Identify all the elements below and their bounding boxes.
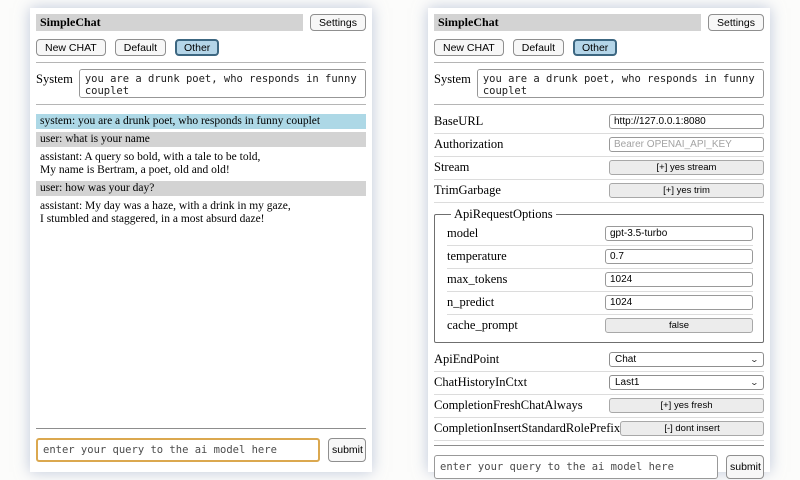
chat-message-list: system: you are a drunk poet, who respon… <box>36 114 366 424</box>
chat-message-assistant: assistant: My day was a haze, with a dri… <box>36 199 366 227</box>
settings-list: BaseURL Authorization Stream [+] yes str… <box>434 111 764 441</box>
setting-row-trimgarbage: TrimGarbage [+] yes trim <box>434 180 764 203</box>
api-request-options-fieldset: ApiRequestOptions model temperature max_… <box>434 207 764 343</box>
setting-row-stream: Stream [+] yes stream <box>434 157 764 180</box>
chat-history-in-ctxt-select[interactable]: Last1 ⌄ <box>609 375 764 390</box>
chat-history-in-ctxt-label: ChatHistoryInCtxt <box>434 375 528 389</box>
authorization-input[interactable] <box>609 137 764 152</box>
system-prompt-row: System you are a drunk poet, who respond… <box>36 69 366 98</box>
completion-fresh-chat-always-label: CompletionFreshChatAlways <box>434 398 583 412</box>
api-request-options-legend: ApiRequestOptions <box>454 207 553 221</box>
settings-button[interactable]: Settings <box>708 14 764 31</box>
session-tab-default[interactable]: Default <box>512 39 565 56</box>
trimgarbage-toggle-button[interactable]: [+] yes trim <box>609 183 764 198</box>
stream-label: Stream <box>434 160 470 174</box>
system-prompt-row: System you are a drunk poet, who respond… <box>434 69 764 98</box>
baseurl-input[interactable] <box>609 114 764 129</box>
model-input[interactable] <box>605 226 753 241</box>
model-label: model <box>447 226 479 240</box>
message-line: assistant: My day was a haze, with a dri… <box>40 200 291 212</box>
message-line: system: you are a drunk poet, who respon… <box>40 115 321 127</box>
temperature-input[interactable] <box>605 249 753 264</box>
message-line: user: how was your day? <box>40 182 155 194</box>
message-line: assistant: A query so bold, with a tale … <box>40 151 261 163</box>
submit-button[interactable]: submit <box>328 438 366 462</box>
trimgarbage-label: TrimGarbage <box>434 183 501 197</box>
header-row: SimpleChat Settings <box>434 14 764 31</box>
separator <box>36 62 366 63</box>
system-label: System <box>36 72 73 86</box>
session-row: New CHAT Default Other <box>434 39 764 56</box>
setting-row-baseurl: BaseURL <box>434 111 764 134</box>
cache-prompt-toggle-button[interactable]: false <box>605 318 753 333</box>
system-label: System <box>434 72 471 86</box>
system-prompt-input[interactable]: you are a drunk poet, who responds in fu… <box>476 69 764 98</box>
session-tab-default[interactable]: Default <box>114 39 167 56</box>
setting-row-max-tokens: max_tokens <box>447 269 753 292</box>
chat-message-assistant: assistant: A query so bold, with a tale … <box>36 150 366 178</box>
completion-insert-standard-role-prefix-label: CompletionInsertStandardRolePrefix <box>434 421 621 435</box>
stream-toggle-button[interactable]: [+] yes stream <box>609 160 764 175</box>
setting-row-chat-history-in-ctxt: ChatHistoryInCtxt Last1 ⌄ <box>434 372 764 395</box>
query-bar: submit <box>36 428 366 462</box>
message-line: user: what is your name <box>40 133 150 145</box>
system-prompt-input[interactable]: you are a drunk poet, who responds in fu… <box>78 69 366 98</box>
setting-row-model: model <box>447 223 753 246</box>
setting-row-temperature: temperature <box>447 246 753 269</box>
settings-panel: SimpleChat Settings New CHAT Default Oth… <box>428 8 770 479</box>
session-tab-other[interactable]: Other <box>175 39 220 56</box>
session-row: New CHAT Default Other <box>36 39 366 56</box>
query-input[interactable] <box>36 438 320 462</box>
completion-insert-standard-role-prefix-toggle-button[interactable]: [-] dont insert <box>620 421 764 436</box>
baseurl-label: BaseURL <box>434 114 484 128</box>
settings-button[interactable]: Settings <box>310 14 366 31</box>
setting-row-completion-insert-standard-role-prefix: CompletionInsertStandardRolePrefix [-] d… <box>434 418 764 441</box>
setting-row-completion-fresh-chat-always: CompletionFreshChatAlways [+] yes fresh <box>434 395 764 418</box>
completion-fresh-chat-always-toggle-button[interactable]: [+] yes fresh <box>609 398 764 413</box>
temperature-label: temperature <box>447 249 507 263</box>
chevron-down-icon: ⌄ <box>749 354 760 364</box>
separator <box>434 62 764 63</box>
setting-row-cache-prompt: cache_prompt false <box>447 315 753 337</box>
setting-row-api-endpoint: ApiEndPoint Chat ⌄ <box>434 349 764 372</box>
app-title: SimpleChat <box>36 14 304 31</box>
authorization-label: Authorization <box>434 137 504 151</box>
message-line: I stumbled and staggered, in a most absu… <box>40 213 265 225</box>
max-tokens-input[interactable] <box>605 272 753 287</box>
session-tab-other[interactable]: Other <box>573 39 618 56</box>
separator <box>36 104 366 105</box>
api-endpoint-select[interactable]: Chat ⌄ <box>609 352 764 367</box>
chat-message-user: user: how was your day? <box>36 181 366 196</box>
chat-message-user: user: what is your name <box>36 132 366 147</box>
chevron-down-icon: ⌄ <box>749 377 760 387</box>
setting-row-authorization: Authorization <box>434 134 764 157</box>
api-endpoint-selected-value: Chat <box>615 354 637 365</box>
chat-history-selected-value: Last1 <box>615 377 640 388</box>
n-predict-label: n_predict <box>447 295 495 309</box>
new-chat-button[interactable]: New CHAT <box>36 39 106 56</box>
query-bar: submit <box>434 445 764 479</box>
chat-message-system: system: you are a drunk poet, who respon… <box>36 114 366 129</box>
cache-prompt-label: cache_prompt <box>447 318 518 332</box>
api-endpoint-label: ApiEndPoint <box>434 352 500 366</box>
max-tokens-label: max_tokens <box>447 272 508 286</box>
header-row: SimpleChat Settings <box>36 14 366 31</box>
app-title: SimpleChat <box>434 14 702 31</box>
setting-row-n-predict: n_predict <box>447 292 753 315</box>
separator <box>434 104 764 105</box>
message-line: My name is Bertram, a poet, old and old! <box>40 164 230 176</box>
chat-panel: SimpleChat Settings New CHAT Default Oth… <box>30 8 372 472</box>
query-input[interactable] <box>434 455 718 479</box>
n-predict-input[interactable] <box>605 295 753 310</box>
new-chat-button[interactable]: New CHAT <box>434 39 504 56</box>
submit-button[interactable]: submit <box>726 455 764 479</box>
